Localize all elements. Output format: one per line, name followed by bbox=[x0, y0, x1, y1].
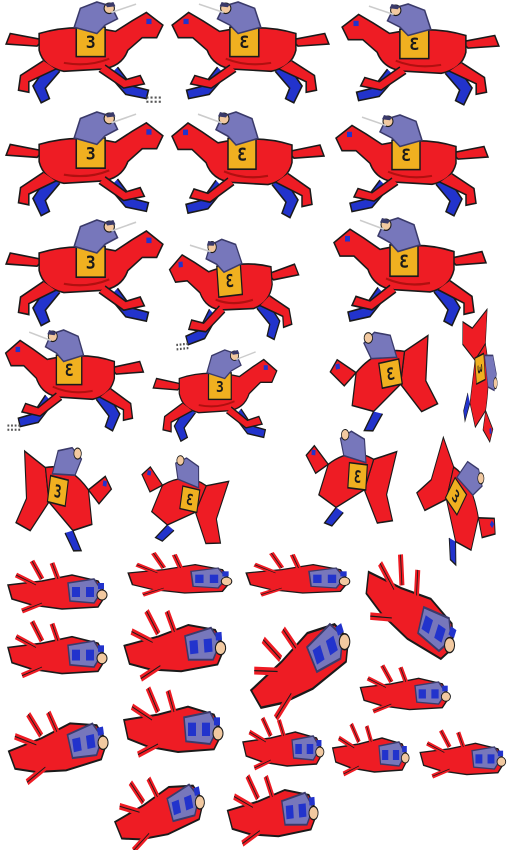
horse-run-sprite: 3 bbox=[2, 111, 167, 220]
svg-text:3: 3 bbox=[399, 251, 409, 272]
svg-text:3: 3 bbox=[185, 491, 194, 510]
horse-fallen-sprite bbox=[238, 712, 328, 772]
horse-icon: 3 bbox=[15, 446, 113, 552]
horse-icon: 3 bbox=[333, 217, 488, 327]
svg-text:3: 3 bbox=[450, 487, 462, 509]
horse-icon: 3 bbox=[5, 219, 164, 327]
horse-fall-sprite: 3 bbox=[315, 325, 450, 432]
horse-icon bbox=[242, 716, 325, 771]
horse-fall-sprite: 3 bbox=[5, 440, 125, 552]
horse-fallen-sprite bbox=[355, 660, 455, 715]
horse-fallen-sprite bbox=[122, 548, 237, 598]
horse-fall-sprite: 3 bbox=[125, 452, 240, 547]
horse-icon bbox=[245, 551, 351, 597]
horse-icon bbox=[249, 622, 351, 721]
horse-icon bbox=[359, 664, 451, 714]
horse-fallen-sprite bbox=[118, 600, 230, 682]
horse-icon bbox=[419, 729, 507, 779]
horse-fallen-sprite bbox=[2, 555, 112, 615]
horse-run-sprite: 3 bbox=[168, 1, 333, 107]
horse-fallen-sprite bbox=[415, 725, 510, 780]
horse-icon bbox=[7, 620, 108, 679]
svg-text:3: 3 bbox=[86, 33, 96, 52]
horse-run-sprite: 3 bbox=[2, 1, 167, 107]
horse-icon bbox=[226, 774, 319, 847]
horse-run-sprite: 3 bbox=[332, 114, 492, 220]
horse-fallen-sprite bbox=[2, 615, 112, 680]
horse-fallen-sprite bbox=[358, 554, 468, 661]
horse-fall-sprite: 3 bbox=[410, 435, 510, 567]
svg-text:3: 3 bbox=[239, 33, 249, 52]
horse-icon: 3 bbox=[5, 1, 164, 104]
horse-icon bbox=[123, 686, 224, 758]
horse-icon bbox=[113, 776, 205, 850]
horse-icon bbox=[127, 551, 233, 597]
horse-icon: 3 bbox=[168, 238, 300, 351]
svg-text:3: 3 bbox=[53, 480, 63, 503]
horse-fall-sprite: 3 bbox=[450, 307, 510, 444]
svg-text:3: 3 bbox=[409, 35, 419, 54]
horse-run-sprite: 3 bbox=[168, 111, 328, 222]
horse-fallen-sprite bbox=[108, 765, 208, 850]
horse-icon: 3 bbox=[341, 3, 500, 106]
svg-text:3: 3 bbox=[476, 362, 483, 376]
horse-run-sprite: 3 bbox=[330, 217, 490, 330]
svg-text:3: 3 bbox=[237, 144, 247, 165]
horse-fallen-sprite bbox=[240, 548, 355, 598]
horse-icon bbox=[365, 554, 457, 661]
horse-fallen-sprite bbox=[240, 610, 355, 721]
horse-run-sprite: 3 bbox=[150, 349, 280, 445]
horse-fall-sprite: 3 bbox=[290, 425, 410, 530]
horse-icon: 3 bbox=[5, 111, 164, 217]
horse-icon: 3 bbox=[335, 114, 490, 217]
horse-fallen-sprite bbox=[2, 700, 112, 786]
horse-icon: 3 bbox=[152, 349, 278, 443]
horse-fallen-sprite bbox=[328, 718, 413, 778]
svg-text:3: 3 bbox=[401, 146, 411, 165]
svg-text:3: 3 bbox=[225, 270, 235, 292]
horse-fallen-sprite bbox=[118, 680, 228, 760]
horse-icon: 3 bbox=[329, 331, 439, 432]
horse-icon bbox=[331, 722, 410, 777]
horse-run-sprite: 3 bbox=[168, 238, 303, 351]
horse-icon: 3 bbox=[171, 1, 330, 104]
horse-icon: 3 bbox=[171, 111, 326, 219]
horse-icon: 3 bbox=[305, 428, 398, 527]
svg-text:3: 3 bbox=[65, 360, 74, 380]
horse-icon bbox=[7, 559, 108, 614]
horse-run-sprite: 3 bbox=[338, 3, 503, 109]
horse-icon: 3 bbox=[416, 435, 496, 567]
svg-text:3: 3 bbox=[216, 379, 224, 396]
horse-icon: 3 bbox=[141, 455, 230, 545]
horse-run-sprite: 3 bbox=[2, 329, 147, 435]
horse-icon bbox=[123, 609, 227, 682]
horse-run-sprite: 3 bbox=[2, 219, 167, 330]
svg-text:3: 3 bbox=[86, 143, 96, 163]
svg-text:3: 3 bbox=[385, 364, 396, 385]
horse-fallen-sprite bbox=[222, 765, 322, 847]
horse-icon: 3 bbox=[4, 329, 145, 432]
horse-icon: 3 bbox=[462, 307, 498, 444]
svg-text:3: 3 bbox=[353, 467, 361, 487]
svg-text:3: 3 bbox=[86, 253, 96, 274]
horse-icon bbox=[7, 710, 109, 786]
